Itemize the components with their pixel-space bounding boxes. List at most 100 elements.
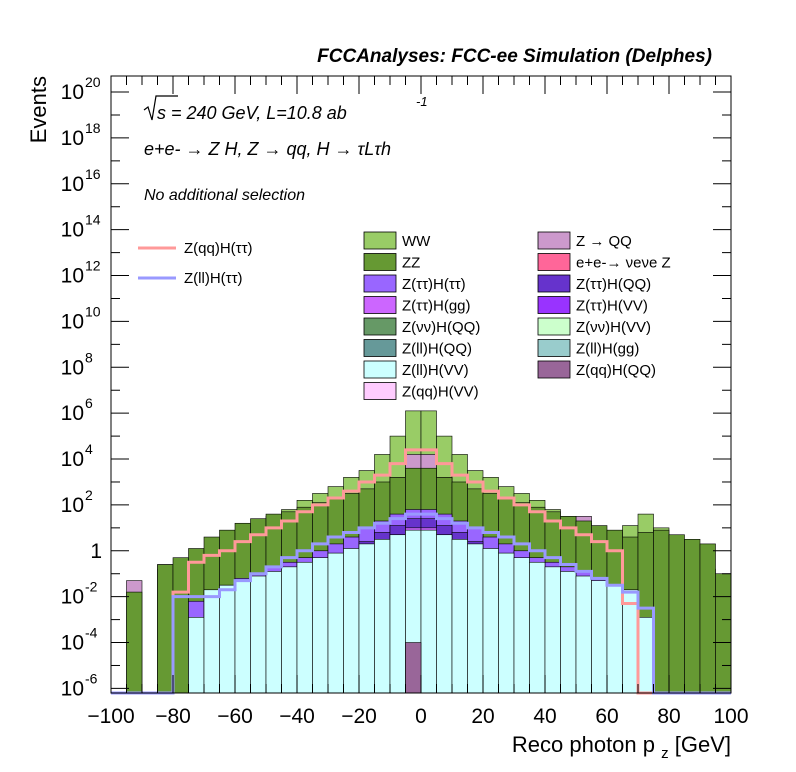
legend-label-Z(ll)H(ττ): Z(ll)H(ττ) [184,270,243,287]
legend-label-e+e-→ νeνe Z: e+e-→ νeνe Z [576,255,671,272]
legend-swatch-Z(ll)H(gg) [537,339,571,357]
legend-swatch-Z(qq)H(VV) [363,382,397,400]
y-tick-label: 10 [61,677,84,700]
y-tick-label: 10 [61,310,84,333]
legend-label-Z(ττ)H(VV): Z(ττ)H(VV) [576,298,648,315]
legend-label-Z(ττ)H(gg): Z(ττ)H(gg) [402,298,471,315]
legend-label-ZZ: ZZ [402,255,420,272]
bar-Z(ll)H(VV)-bin-32 [606,584,623,694]
x-tick-label: 80 [657,705,680,728]
bar-ZZ-bin-36 [668,534,685,694]
legend-swatch-Z(ττ)H(ττ) [363,274,397,293]
bar-Z(ll)H(VV)-bin-15 [343,548,360,694]
y-tick-label: 10 [61,494,84,517]
y-tick-label: 10 [61,632,84,655]
x-tick-label: 40 [533,705,556,728]
legend-backgrounds: WW Z → QQ ZZ e+e-→ νeνe Z Z(ττ)H(ττ) Z(ττ)H(Q… [363,231,671,401]
bar-Z(ll)H(VV)-bin-10 [265,571,282,694]
y-tick-label: 10 [61,265,84,288]
legend-swatch-Z(ll)H(VV) [363,360,397,379]
y-axis-label: Events [26,76,51,143]
axis-ticks [110,76,732,693]
legend-label-Z(qq)H(ττ): Z(qq)H(ττ) [184,240,253,257]
y-tick-exponent: 2 [85,487,93,503]
bar-ZZ-bin-35 [653,529,670,694]
legend-swatch-e+e-→ νeνe Z [537,253,571,271]
bar-Z(ll)H(VV)-bin-24 [482,548,499,694]
legend-label-Z(qq)H(VV): Z(qq)H(VV) [402,384,479,401]
bar-Z(ll)H(VV)-bin-34 [637,617,654,694]
legend-label-Z(ττ)H(ττ): Z(ττ)H(ττ) [402,276,466,293]
y-tick-exponent: -2 [85,579,98,595]
legend-label-Z(νν)H(VV): Z(νν)H(VV) [576,319,651,336]
chart-title: FCCAnalyses: FCC-ee Simulation (Delphes) [317,46,712,67]
y-tick-exponent: 18 [85,120,101,136]
x-tick-label: 100 [713,705,748,728]
y-tick-exponent: 20 [85,74,101,90]
y-tick-exponent: 14 [85,212,101,228]
y-tick-label: 10 [61,219,84,242]
signal-histograms [111,448,731,695]
x-axis-label-sub: z [661,745,669,762]
bar-Z(ll)H(VV)-bin-20 [420,529,437,694]
y-tick-label: 10 [61,356,84,379]
y-tick-exponent: 12 [85,258,101,274]
bar-Z(ll)H(VV)-bin-14 [327,552,344,694]
x-tick-label: 60 [595,705,618,728]
y-tick-label: 10 [61,127,84,150]
plot-area [111,410,732,695]
x-axis-label-main: Reco photon p [512,732,655,757]
bar-Z(ll)H(VV)-bin-22 [451,539,468,694]
y-tick-exponent: 6 [85,395,93,411]
bar-Z(qq)H(QQ)-bin-19 [405,642,422,694]
bar-Z(ll)H(VV)-bin-29 [560,571,577,694]
annotation-selection: No additional selection [144,187,305,204]
legend-swatch-Z(νν)H(QQ) [363,317,397,336]
bar-Z(ll)H(VV)-bin-23 [467,543,484,694]
stacked-histograms [126,410,732,694]
bar-Z(ll)H(VV)-bin-30 [575,575,592,694]
x-tick-label: −100 [87,705,134,728]
bar-Z(ll)H(VV)-bin-12 [296,561,313,694]
legend-label-Z(qq)H(QQ): Z(qq)H(QQ) [576,362,656,379]
bar-Z(ll)H(VV)-bin-25 [498,552,515,694]
legend-swatch-Z(ττ)H(QQ) [537,274,571,293]
y-tick-label: 10 [61,586,84,609]
legend-swatch-Z(ll)H(QQ) [363,339,397,357]
bar-Z(ll)H(VV)-bin-27 [529,561,546,694]
y-tick-label: 1 [90,540,102,563]
bar-Z(ll)H(VV)-bin-11 [281,566,298,694]
annotation-energy: s = 240 GeV, L=10.8 ab -1 [143,94,428,123]
bar-ZZ-bin-39 [715,573,732,694]
legend-swatch-Z(νν)H(VV) [537,317,571,336]
legend-label-Z(νν)H(QQ): Z(νν)H(QQ) [402,319,480,336]
bar-Z(ll)H(VV)-bin-21 [436,534,453,694]
bar-Z(ll)H(VV)-bin-6 [203,589,220,694]
legend-swatch-Z(ττ)H(gg) [363,296,397,314]
signal-line-Z(qq)H(ττ) [111,448,731,695]
bar-ZZ-bin-38 [699,543,716,694]
bar-Z(ll)H(VV)-bin-13 [312,557,329,694]
bar-ZZ-bin-4 [172,557,189,694]
legend-label-Z(ll)H(QQ): Z(ll)H(QQ) [402,341,472,358]
y-tick-label: 10 [61,448,84,471]
legend-label-Z(ττ)H(QQ): Z(ττ)H(QQ) [576,276,651,293]
legend-swatch-ZZ [363,253,397,271]
x-tick-label: 0 [415,705,427,728]
legend-swatch-Z(qq)H(QQ) [537,360,571,379]
legend-label-Z(ll)H(VV): Z(ll)H(VV) [402,362,469,379]
sqrt-symbol [143,95,178,121]
x-axis-label-unit: [GeV] [675,732,731,757]
bar-Z(ll)H(VV)-bin-18 [389,534,406,694]
annotation-process: e+e- → Z H, Z → qq, H → τLτh [144,139,391,159]
energy-text: s = 240 GeV, L=10.8 ab [157,103,347,123]
bar-Z(ll)H(VV)-bin-16 [358,543,375,694]
bar-Z(ll)H(VV)-bin-7 [219,584,236,694]
bar-Z(ll)H(VV)-bin-8 [234,580,251,694]
x-tick-label: −60 [217,705,253,728]
y-tick-exponent: -4 [85,625,98,641]
y-tick-label: 10 [61,402,84,425]
legend-swatch-Z → QQ [537,231,571,250]
